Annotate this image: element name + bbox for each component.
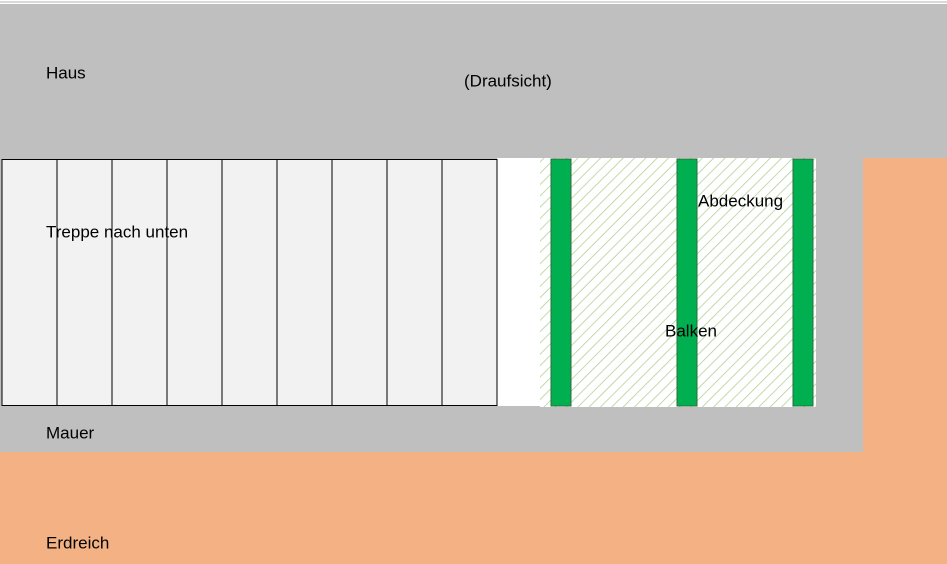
beam — [676, 158, 698, 407]
soil-label: Erdreich — [46, 533, 109, 552]
beam — [550, 158, 572, 407]
beams-label: Balken — [665, 321, 717, 340]
stairs — [1, 159, 498, 406]
view-label: (Draufsicht) — [464, 71, 552, 90]
house-label: Haus — [46, 63, 86, 82]
house — [0, 4, 947, 158]
stairs-outline — [1, 159, 498, 406]
beam — [792, 158, 814, 407]
cover-label: Abdeckung — [698, 191, 783, 210]
stairs-label: Treppe nach unten — [46, 222, 188, 241]
wall-label: Mauer — [46, 423, 95, 442]
